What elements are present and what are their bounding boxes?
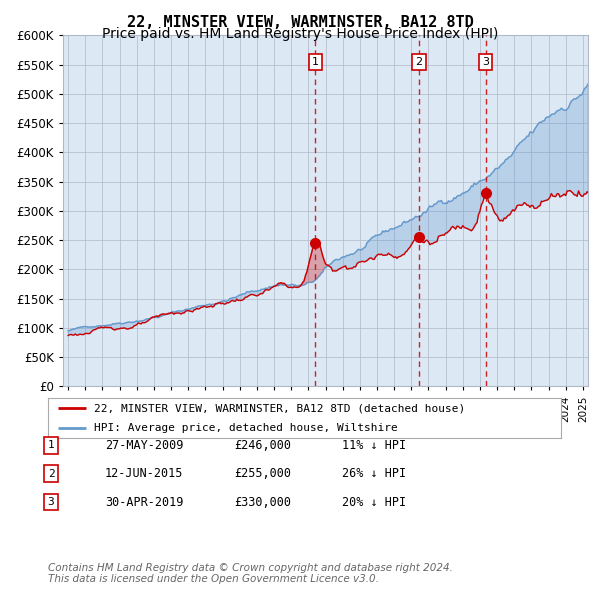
Text: 3: 3	[482, 57, 489, 67]
Text: Price paid vs. HM Land Registry's House Price Index (HPI): Price paid vs. HM Land Registry's House …	[102, 27, 498, 41]
Text: 30-APR-2019: 30-APR-2019	[105, 496, 184, 509]
Text: 12-JUN-2015: 12-JUN-2015	[105, 467, 184, 480]
Text: 22, MINSTER VIEW, WARMINSTER, BA12 8TD: 22, MINSTER VIEW, WARMINSTER, BA12 8TD	[127, 15, 473, 30]
Text: £255,000: £255,000	[234, 467, 291, 480]
Text: 2: 2	[47, 469, 55, 478]
Text: 20% ↓ HPI: 20% ↓ HPI	[342, 496, 406, 509]
Text: £246,000: £246,000	[234, 439, 291, 452]
Text: 26% ↓ HPI: 26% ↓ HPI	[342, 467, 406, 480]
Text: 27-MAY-2009: 27-MAY-2009	[105, 439, 184, 452]
Text: 2: 2	[415, 57, 422, 67]
Text: 3: 3	[47, 497, 55, 507]
Text: 1: 1	[312, 57, 319, 67]
Text: This data is licensed under the Open Government Licence v3.0.: This data is licensed under the Open Gov…	[48, 575, 379, 584]
Text: 22, MINSTER VIEW, WARMINSTER, BA12 8TD (detached house): 22, MINSTER VIEW, WARMINSTER, BA12 8TD (…	[94, 404, 466, 414]
Text: £330,000: £330,000	[234, 496, 291, 509]
Text: HPI: Average price, detached house, Wiltshire: HPI: Average price, detached house, Wilt…	[94, 423, 398, 432]
Text: Contains HM Land Registry data © Crown copyright and database right 2024.: Contains HM Land Registry data © Crown c…	[48, 563, 453, 572]
Text: 11% ↓ HPI: 11% ↓ HPI	[342, 439, 406, 452]
Text: 1: 1	[47, 441, 55, 450]
